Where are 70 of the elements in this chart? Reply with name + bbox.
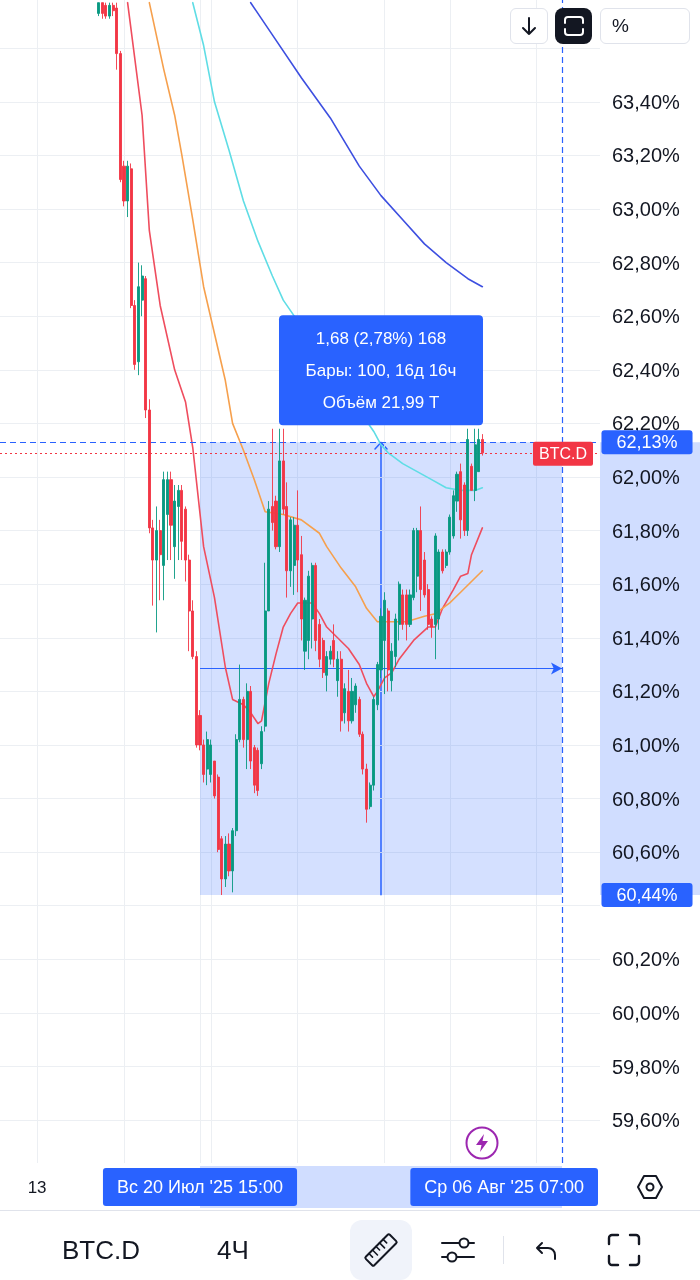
candlestick	[246, 682, 249, 770]
candlestick	[441, 548, 444, 574]
y-tick-label: 62,80%	[612, 251, 681, 274]
candlestick	[242, 696, 245, 749]
y-tick-label: 61,60%	[612, 573, 681, 596]
text: 4Ч	[217, 1235, 249, 1265]
candlestick	[126, 160, 129, 218]
y-tick-label: 61,40%	[612, 626, 681, 649]
y-tick-label: 60,60%	[612, 841, 681, 864]
y-tick-label: 62,40%	[612, 358, 681, 381]
text: BTC.D	[62, 1235, 140, 1265]
candlestick	[206, 731, 209, 786]
candlestick	[278, 428, 281, 553]
candlestick	[332, 623, 335, 668]
annotation: Объём 21,99 T	[322, 392, 440, 412]
line-series	[148, 1, 484, 623]
ref-line-label: BTC.D	[539, 445, 587, 463]
candlestick	[474, 428, 477, 502]
candlestick	[108, 2, 111, 20]
x-tick-label: 13	[27, 1177, 47, 1197]
candlestick	[459, 463, 462, 540]
candlestick	[159, 519, 162, 601]
candlestick	[97, 2, 100, 17]
candlestick	[104, 2, 107, 20]
y-tick-label: 62,00%	[612, 465, 681, 488]
candlestick	[173, 484, 176, 580]
y-tick-label: 62,20%	[612, 412, 681, 435]
candlestick	[101, 2, 104, 20]
y-tick-label: 60,80%	[612, 787, 681, 810]
candlestick	[419, 506, 422, 612]
y-tick-label: 62,60%	[612, 305, 681, 328]
y-tick-label: 59,60%	[612, 1109, 681, 1132]
candlestick	[466, 428, 469, 537]
candlestick	[340, 650, 343, 733]
y-tick-label: 63,40%	[612, 90, 681, 113]
line-series	[249, 1, 484, 288]
candlestick	[470, 463, 473, 491]
candlestick	[343, 682, 346, 724]
text: 60,44%	[616, 885, 678, 906]
candlestick	[347, 669, 350, 733]
candlestick	[350, 677, 354, 724]
x-tick-label: Вс 20 Июл '25 15:00	[116, 1177, 284, 1197]
y-tick-label: 63,20%	[612, 144, 681, 167]
annotation: 1,68 (2,78%) 168	[315, 328, 447, 348]
candlestick	[387, 607, 390, 692]
candlestick	[137, 262, 140, 376]
y-tick-label: 61,80%	[612, 519, 681, 542]
y-tick-label: 63,00%	[612, 198, 681, 221]
candlestick	[325, 650, 328, 692]
y-tick-label: 61,20%	[612, 680, 681, 703]
y-tick-label: 59,80%	[612, 1055, 681, 1078]
candlestick	[405, 589, 408, 641]
candlestick	[227, 832, 231, 877]
percent-button: %	[600, 8, 690, 44]
candlestick	[256, 747, 259, 797]
candlestick	[293, 516, 296, 596]
ref-line-label: Ср 06 Авг '25 07:00	[424, 1177, 584, 1197]
candlestick	[434, 532, 437, 660]
candlestick	[169, 471, 173, 561]
candlestick	[162, 471, 165, 601]
candlestick	[155, 506, 158, 633]
line-series	[126, 1, 484, 725]
y-tick-label: 60,00%	[612, 1001, 681, 1024]
ref-line-label: 62,13%	[616, 432, 678, 453]
y-tick-label: 60,20%	[612, 948, 681, 971]
y-tick-label: 61,00%	[612, 733, 681, 756]
annotation: Бары: 100, 16д 16ч	[305, 360, 457, 380]
candlestick	[383, 591, 386, 695]
candlestick	[336, 650, 339, 698]
candlestick	[224, 835, 227, 888]
